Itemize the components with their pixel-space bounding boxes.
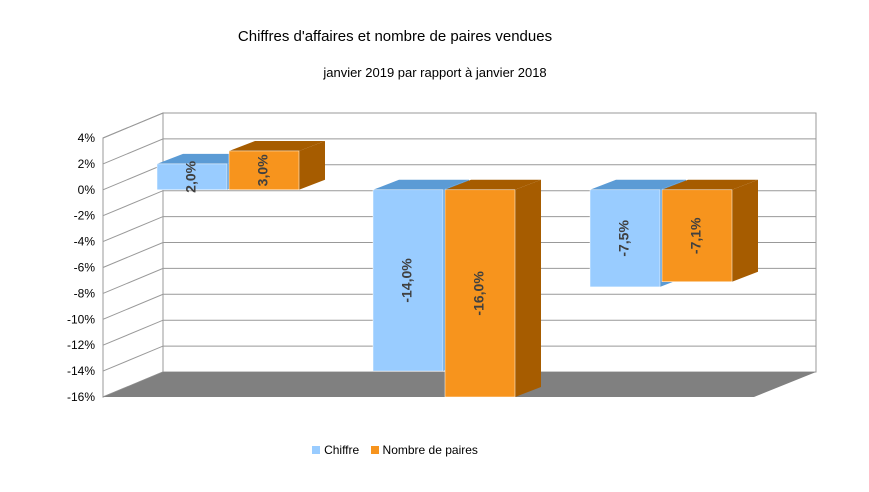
data-label: 2,0% [183, 160, 199, 192]
y-tick-label: -8% [74, 286, 96, 300]
bar-top [373, 179, 469, 190]
gridline [102, 345, 816, 372]
y-tick-label: -6% [74, 261, 96, 275]
data-label: -16,0% [471, 271, 487, 316]
data-label: -14,0% [399, 258, 415, 303]
bar [444, 189, 516, 398]
y-tick-label: -12% [67, 338, 95, 352]
gridline [102, 293, 816, 320]
bar-top [445, 179, 541, 190]
data-label: 3,0% [255, 154, 271, 186]
bar-side [732, 179, 758, 282]
bar [661, 189, 733, 282]
legend-swatch-paires [370, 446, 379, 454]
bar-top [590, 179, 686, 190]
legend-item-chiffre: Chiffre [312, 443, 359, 457]
y-tick-label: -14% [67, 364, 95, 378]
bar [156, 163, 228, 191]
legend-label-paires: Nombre de paires [382, 443, 478, 457]
chart-title: Chiffres d'affaires et nombre de paires … [237, 28, 553, 45]
bar-side [515, 179, 541, 397]
y-tick-label: 0% [78, 183, 96, 197]
y-tick-label: -10% [67, 312, 95, 326]
data-label: -7,1% [688, 217, 704, 254]
y-tick-label: 2% [78, 157, 96, 171]
legend-swatch-chiffre [312, 446, 321, 454]
y-tick-label: -4% [74, 235, 96, 249]
bar-side [299, 140, 325, 190]
bar [589, 189, 661, 288]
y-tick-label: 4% [78, 131, 96, 145]
y-tick-label: -16% [67, 390, 95, 404]
chart-legend: Chiffre Nombre de paires [0, 443, 790, 457]
legend-label-chiffre: Chiffre [324, 443, 360, 457]
chart-subtitle: janvier 2019 par rapport à janvier 2018 [323, 65, 547, 80]
bar-top [229, 140, 325, 151]
bar [372, 189, 444, 372]
bar [228, 150, 300, 191]
bar-top [662, 179, 758, 190]
legend-item-paires: Nombre de paires [370, 443, 478, 457]
data-label: -7,5% [616, 220, 632, 257]
y-tick-label: -2% [74, 209, 96, 223]
gridline [102, 112, 816, 139]
gridline [102, 138, 816, 165]
gridline [102, 319, 816, 346]
